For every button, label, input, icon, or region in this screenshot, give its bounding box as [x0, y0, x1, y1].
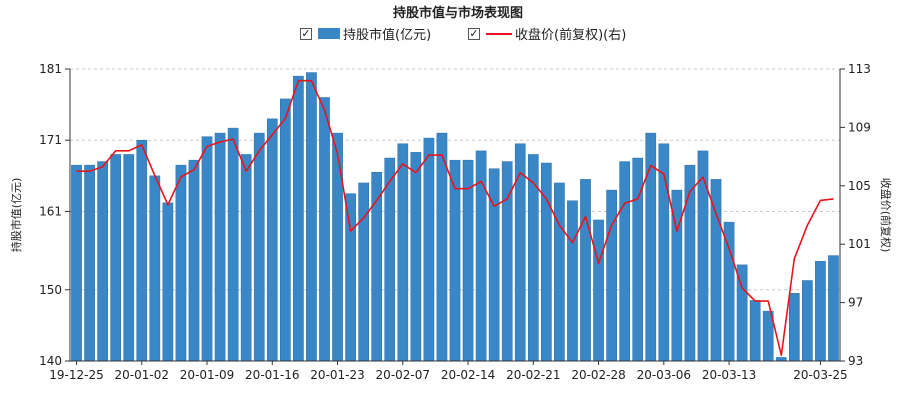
bar: [188, 159, 200, 362]
line-series: [76, 79, 834, 357]
bar: [527, 154, 539, 362]
bar: [462, 159, 474, 362]
bar: [240, 154, 252, 362]
bar: [319, 97, 330, 362]
x-tick-label: 19-12-25: [49, 368, 103, 382]
x-tick-label: 20-01-02: [115, 368, 169, 382]
bar: [554, 182, 565, 362]
bar-series: [71, 72, 839, 362]
bar: [828, 255, 839, 362]
chart-title: 持股市值与市场表现图: [392, 6, 523, 21]
y2-axis-label: 收盘价(前复权): [879, 178, 893, 253]
y-tick-label: 161: [39, 204, 62, 218]
bar: [541, 162, 552, 362]
bar: [332, 132, 343, 362]
bar: [593, 219, 604, 362]
bar: [449, 159, 461, 362]
bar: [266, 118, 278, 362]
bar: [723, 221, 735, 362]
y-axis-label: 持股市值(亿元): [9, 178, 23, 253]
y2-tick-label: 113: [848, 62, 871, 76]
bar: [345, 193, 356, 362]
bar: [788, 293, 800, 362]
bar: [306, 72, 317, 362]
bar: [110, 154, 122, 362]
bar-swatch-icon: [318, 28, 340, 39]
x-tick-label: 20-02-14: [441, 368, 495, 382]
bar: [358, 182, 369, 362]
bar: [775, 357, 787, 362]
y2-tick-label: 101: [848, 237, 871, 251]
x-tick-label: 20-02-21: [506, 368, 560, 382]
y2-tick-label: 109: [848, 120, 871, 134]
legend: ✓ 持股市值(亿元) ✓ 收盘价(前复权)(右): [0, 24, 916, 44]
bar: [436, 132, 448, 362]
bar: [567, 200, 578, 362]
bar: [697, 150, 709, 362]
price-line: [76, 79, 834, 357]
bar: [802, 280, 813, 362]
axes: 140 150 161 171 181 93 97 101 105 109 113 19-12-25 2…: [39, 62, 871, 382]
line-swatch-icon: [486, 32, 512, 35]
bar: [175, 164, 187, 362]
bar: [84, 164, 95, 362]
y-tick-label: 171: [39, 133, 62, 147]
bar: [97, 161, 108, 362]
bar: [123, 154, 135, 362]
bar: [227, 127, 239, 362]
bar: [201, 136, 213, 362]
x-tick-label: 20-02-28: [571, 368, 625, 382]
x-tick-label: 20-03-13: [702, 368, 756, 382]
y2-tick-label: 105: [848, 179, 871, 193]
bar: [214, 132, 226, 362]
legend-item-holding-value[interactable]: ✓ 持股市值(亿元): [300, 24, 431, 43]
bar: [162, 202, 174, 362]
y2-tick-label: 93: [848, 354, 863, 368]
y-tick-label: 150: [39, 283, 62, 297]
x-tick-label: 20-01-16: [245, 368, 299, 382]
bar: [423, 137, 435, 362]
bar: [136, 139, 148, 362]
x-tick-label: 20-03-25: [793, 368, 847, 382]
bar: [580, 179, 591, 362]
legend-item-close-price[interactable]: ✓ 收盘价(前复权)(右): [468, 24, 626, 43]
y2-tick-label: 97: [848, 296, 863, 310]
bar: [149, 175, 161, 362]
bar: [749, 300, 761, 362]
bar: [279, 98, 291, 362]
bar: [384, 157, 396, 362]
bar: [253, 132, 265, 362]
bar: [815, 261, 826, 362]
x-tick-label: 20-01-09: [180, 368, 234, 382]
x-tick-label: 20-02-07: [376, 368, 430, 382]
legend-label-close-price: 收盘价(前复权)(右): [515, 28, 627, 43]
bar: [410, 152, 422, 362]
y-tick-label: 140: [39, 354, 62, 368]
bar: [71, 164, 82, 362]
bar: [606, 189, 617, 362]
bar: [293, 75, 304, 362]
bar: [397, 143, 409, 362]
bar: [710, 179, 722, 362]
y-tick-label: 181: [39, 62, 62, 76]
bar: [488, 168, 500, 362]
checkbox-checked-icon[interactable]: ✓: [300, 26, 312, 40]
x-tick-label: 20-03-06: [637, 368, 691, 382]
legend-label-holding-value: 持股市值(亿元): [343, 28, 432, 43]
bar: [684, 164, 696, 362]
bar: [619, 161, 631, 362]
x-tick-label: 20-01-23: [310, 368, 364, 382]
checkbox-checked-icon[interactable]: ✓: [468, 26, 480, 40]
